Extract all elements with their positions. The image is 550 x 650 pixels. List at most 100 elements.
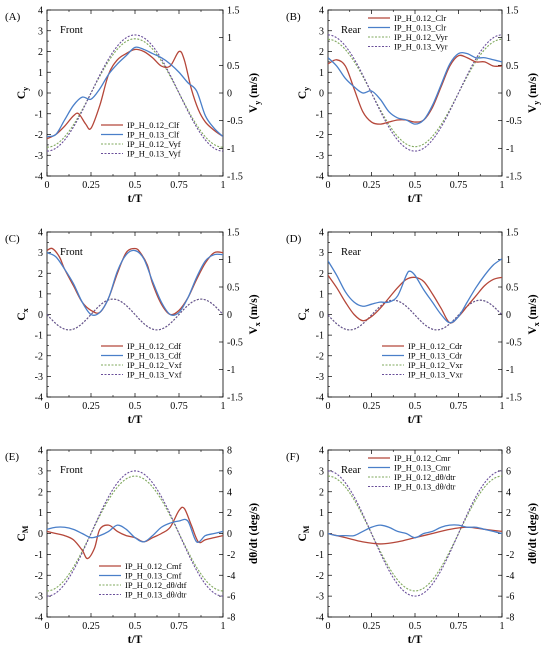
y-left-tick-label: 0	[319, 310, 324, 321]
panel-letter: (C)	[5, 233, 20, 245]
panel-label: Front	[60, 465, 83, 476]
y-left-tick-label: -1	[316, 550, 324, 561]
y-left-tick-label: 2	[319, 487, 324, 498]
y-left-tick-label: 3	[38, 26, 43, 37]
x-tick-label: 1	[221, 621, 226, 632]
series-line	[328, 475, 502, 592]
legend-label: IP_H_0.12_Cmr	[394, 453, 451, 463]
chart-panel: 0 0.25 0.5 0.75 1 -4 -3 -2 -1 0 1 2 3 4 -8 -6 -4 -2 0 2 4 6 8 (…	[286, 446, 539, 647]
x-tick-label: 0	[45, 401, 50, 412]
y-left-tick-label: -4	[316, 172, 324, 183]
x-tick-label: 0	[45, 621, 50, 632]
y-right-axis-title: Vx (m/s)	[527, 294, 541, 334]
y-right-tick-label: -1.5	[506, 393, 522, 404]
y-left-tick-label: -2	[316, 571, 324, 582]
y-right-tick-label: 1.5	[227, 228, 240, 239]
y-left-axis-title: Cy	[297, 87, 311, 99]
y-left-tick-label: 2	[38, 47, 43, 58]
y-left-tick-label: -1	[35, 109, 43, 120]
legend-label: IP_H_0.12_Vxr	[408, 360, 463, 370]
y-left-axis-title: CM	[16, 525, 30, 541]
chart-panel: 0 0.25 0.5 0.75 1 -4 -3 -2 -1 0 1 2 3 4 -1.5 -1 -0.5 0 0.5…	[5, 6, 262, 206]
legend-label: IP_H_0.13_Vxf	[127, 370, 182, 380]
y-right-tick-label: -8	[227, 613, 235, 624]
y-left-tick-label: 1	[38, 289, 43, 300]
y-left-tick-label: -3	[316, 592, 324, 603]
y-left-tick-label: 4	[38, 228, 43, 239]
legend-label: IP_H_0.12_Vyf	[127, 139, 181, 149]
y-right-tick-label: 0.5	[506, 283, 519, 294]
y-left-tick-label: -4	[35, 613, 43, 624]
y-left-axis-title: Cy	[16, 87, 30, 99]
y-right-tick-label: -1	[506, 144, 514, 155]
y-right-tick-label: -0.5	[506, 116, 522, 127]
series-line	[328, 54, 502, 125]
y-right-tick-label: 0.5	[227, 61, 240, 72]
y-right-tick-label: 1	[227, 33, 232, 44]
x-tick-label: 0.5	[409, 401, 422, 412]
x-tick-label: 0	[326, 180, 331, 191]
y-right-tick-label: 0	[227, 529, 232, 540]
y-right-tick-label: -1	[506, 365, 514, 376]
y-left-tick-label: 0	[38, 89, 43, 100]
y-right-tick-label: -2	[227, 550, 235, 561]
y-right-tick-label: -1	[227, 365, 235, 376]
y-left-tick-label: 4	[319, 228, 324, 239]
legend-label: IP_H_0.13_Clr	[394, 23, 446, 33]
legend-label: IP_H_0.13_dθ/dtr	[394, 482, 456, 492]
y-left-tick-label: 2	[38, 487, 43, 498]
x-tick-label: 0.75	[450, 621, 468, 632]
y-left-tick-label: 1	[38, 508, 43, 519]
x-tick-label: 0	[326, 621, 331, 632]
series-line	[47, 518, 223, 543]
legend-label: IP_H_0.12_dθ/dtf	[125, 580, 187, 590]
x-tick-label: 0.25	[82, 621, 100, 632]
series-line	[47, 48, 223, 140]
y-right-tick-label: 2	[227, 508, 232, 519]
y-right-tick-label: 0	[227, 89, 232, 100]
y-left-tick-label: -3	[316, 151, 324, 162]
series-line	[47, 38, 223, 148]
x-axis-title: t/T	[408, 414, 423, 426]
legend-label: IP_H_0.12_Vyr	[394, 32, 448, 42]
y-right-tick-label: 0	[506, 310, 511, 321]
x-tick-label: 0.75	[450, 180, 468, 191]
x-tick-label: 0.75	[450, 401, 468, 412]
x-tick-label: 0.75	[170, 180, 188, 191]
legend-label: IP_H_0.12_Vxf	[127, 360, 182, 370]
y-left-tick-label: -4	[316, 393, 324, 404]
legend-label: IP_H_0.13_Cmr	[394, 463, 451, 473]
y-left-tick-label: 2	[319, 47, 324, 58]
chart-panel: 0 0.25 0.5 0.75 1 -4 -3 -2 -1 0 1 2 3 4 -1.5 -1 -0.5 0 0.5…	[5, 228, 262, 427]
y-left-tick-label: -1	[316, 109, 324, 120]
y-left-tick-label: -3	[35, 592, 43, 603]
y-left-tick-label: 3	[319, 26, 324, 37]
panel-label: Rear	[341, 465, 361, 476]
series-line	[328, 470, 502, 597]
y-left-tick-label: -2	[316, 130, 324, 141]
panel-label: Rear	[341, 247, 361, 258]
y-right-tick-label: -8	[506, 613, 514, 624]
legend-label: IP_H_0.13_dθ/dtr	[125, 590, 187, 600]
series-line	[328, 258, 502, 324]
series-line	[47, 298, 223, 331]
legend-label: IP_H_0.13_Clf	[127, 130, 179, 140]
x-tick-label: 0.75	[170, 621, 188, 632]
legend-label: IP_H_0.13_Cdr	[408, 351, 462, 361]
x-axis-title: t/T	[408, 193, 423, 205]
y-left-tick-label: 1	[38, 68, 43, 79]
y-right-tick-label: 6	[227, 466, 232, 477]
y-left-tick-label: -4	[35, 393, 43, 404]
legend-label: IP_H_0.12_Cmf	[125, 561, 182, 571]
y-right-tick-label: 0	[506, 89, 511, 100]
x-tick-label: 0.25	[82, 180, 100, 191]
y-right-tick-label: -6	[506, 592, 514, 603]
y-right-tick-label: -4	[506, 571, 514, 582]
legend-label: IP_H_0.13_Cmf	[125, 571, 182, 581]
y-right-tick-label: -4	[227, 571, 235, 582]
y-right-tick-label: 0	[227, 310, 232, 321]
y-left-tick-label: -3	[35, 151, 43, 162]
x-axis-title: t/T	[128, 414, 143, 426]
series-line	[47, 475, 223, 592]
panel-letter: (B)	[286, 11, 301, 23]
